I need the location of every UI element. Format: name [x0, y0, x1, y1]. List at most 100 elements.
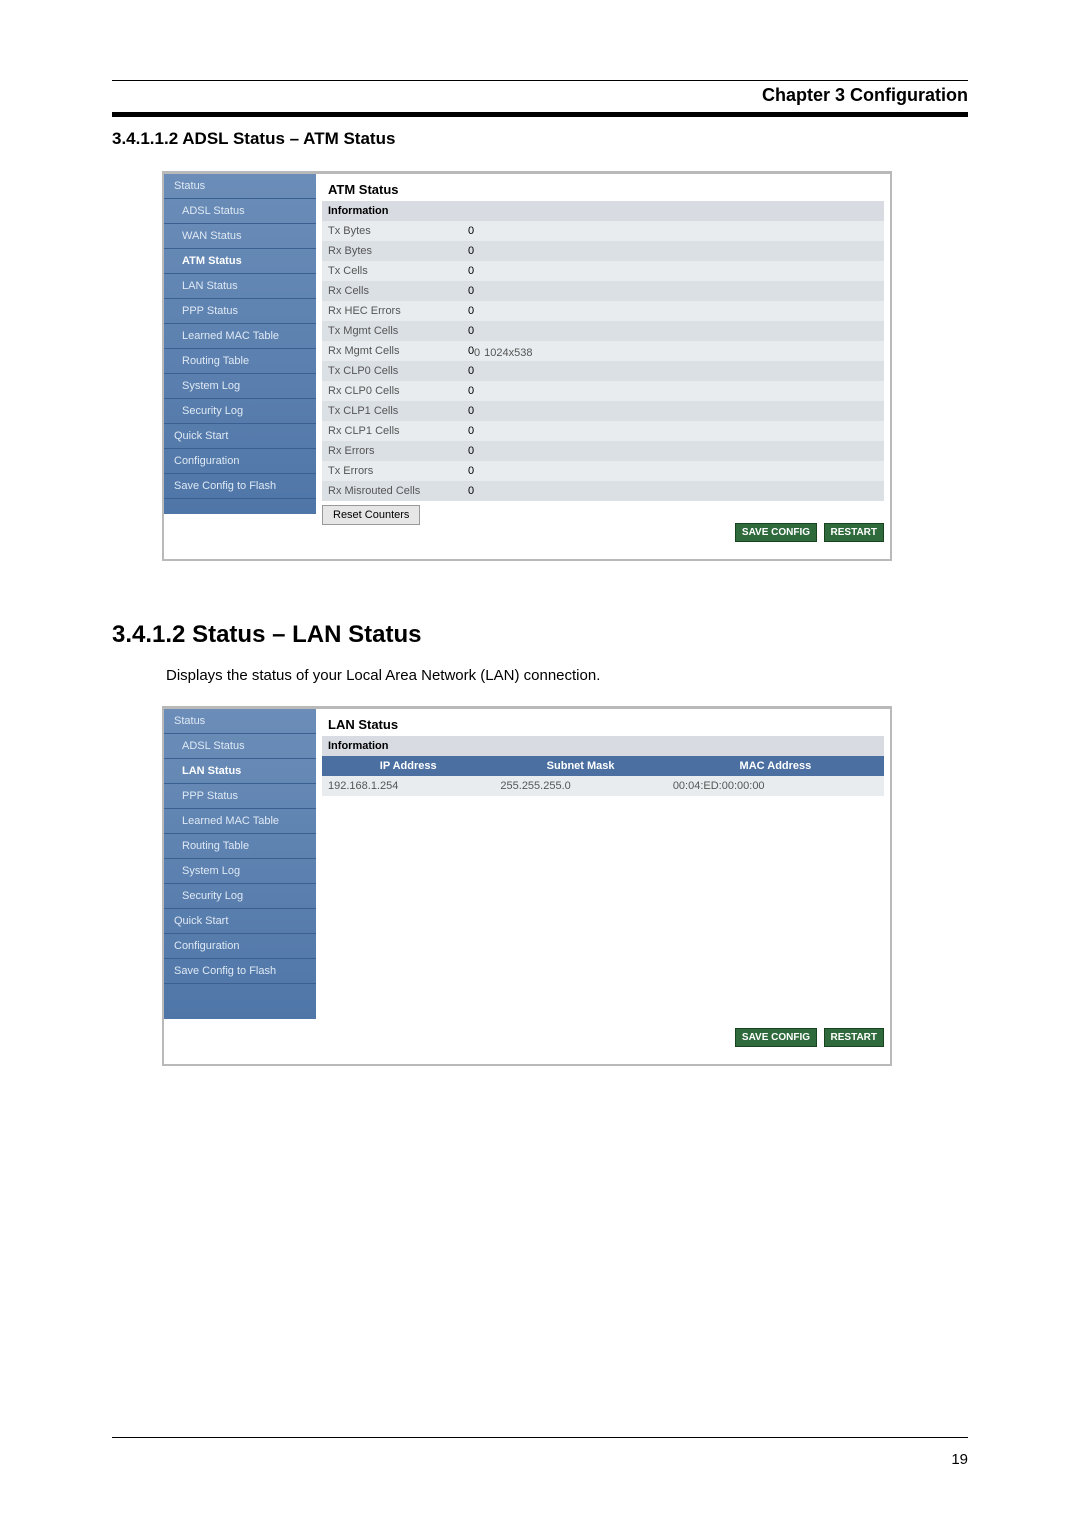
lan-status-panel: Status ADSL Status LAN Status PPP Status…	[162, 706, 892, 1066]
section-title: ADSL Status – ATM Status	[182, 129, 395, 148]
restart-button[interactable]: RESTART	[824, 1028, 884, 1047]
nav-configuration[interactable]: Configuration	[164, 934, 316, 959]
stat-label: Rx Bytes	[322, 241, 462, 261]
stat-value: 0	[462, 401, 884, 421]
nav-security-log[interactable]: Security Log	[164, 399, 316, 424]
nav-ppp-status[interactable]: PPP Status	[164, 784, 316, 809]
col-ip: IP Address	[322, 756, 494, 776]
stat-label: Tx Bytes	[322, 221, 462, 241]
stat-label: Rx Cells	[322, 281, 462, 301]
nav-quick-start[interactable]: Quick Start	[164, 909, 316, 934]
page-number: 19	[951, 1451, 968, 1468]
reset-counters-button[interactable]: Reset Counters	[322, 505, 420, 525]
sidebar: Status ADSL Status WAN Status ATM Status…	[164, 174, 316, 514]
stat-value: 0	[462, 241, 884, 261]
lan-description: Displays the status of your Local Area N…	[166, 667, 968, 684]
table-row: Rx Cells0	[322, 281, 884, 301]
nav-learned-mac[interactable]: Learned MAC Table	[164, 809, 316, 834]
section-number: 3.4.1.1.2	[112, 129, 178, 148]
stat-label: Tx CLP1 Cells	[322, 401, 462, 421]
nav-quick-start[interactable]: Quick Start	[164, 424, 316, 449]
cell-mac: 00:04:ED:00:00:00	[667, 776, 884, 796]
stat-value: 0	[462, 301, 884, 321]
nav-adsl-status[interactable]: ADSL Status	[164, 734, 316, 759]
section-number: 3.4.1.2	[112, 621, 185, 648]
stat-value: 0	[462, 221, 884, 241]
stat-value: 0	[462, 261, 884, 281]
stat-label: Tx Errors	[322, 461, 462, 481]
table-row: Tx Bytes0	[322, 221, 884, 241]
table-row: Tx CLP1 Cells0	[322, 401, 884, 421]
lan-table: IP Address Subnet Mask MAC Address 192.1…	[322, 756, 884, 796]
nav-routing-table[interactable]: Routing Table	[164, 834, 316, 859]
stat-value: 0	[462, 461, 884, 481]
lan-content: LAN Status Information IP Address Subnet…	[316, 709, 890, 1019]
table-row: Rx Bytes0	[322, 241, 884, 261]
table-row: Rx Misrouted Cells0	[322, 481, 884, 501]
stat-value: 0	[462, 321, 884, 341]
footer-rule	[112, 1437, 968, 1438]
sidebar: Status ADSL Status LAN Status PPP Status…	[164, 709, 316, 1019]
stat-value: 0	[462, 441, 884, 461]
stat-label: Rx CLP0 Cells	[322, 381, 462, 401]
stat-label: Rx Mgmt Cells	[322, 341, 462, 361]
table-row: Rx CLP1 Cells0	[322, 421, 884, 441]
nav-routing-table[interactable]: Routing Table	[164, 349, 316, 374]
table-row: Rx Mgmt Cells0	[322, 341, 884, 361]
atm-status-panel: Status ADSL Status WAN Status ATM Status…	[162, 171, 892, 561]
nav-save-config-flash[interactable]: Save Config to Flash	[164, 959, 316, 984]
nav-security-log[interactable]: Security Log	[164, 884, 316, 909]
chapter-header: Chapter 3 Configuration	[112, 80, 968, 117]
nav-status[interactable]: Status	[164, 709, 316, 734]
nav-lan-status[interactable]: LAN Status	[164, 759, 316, 784]
overlay-dimensions: 01024x538	[474, 347, 532, 359]
lan-title: LAN Status	[322, 713, 884, 736]
section-heading-atm: 3.4.1.1.2 ADSL Status – ATM Status	[112, 129, 968, 149]
table-row: Tx Mgmt Cells0	[322, 321, 884, 341]
nav-ppp-status[interactable]: PPP Status	[164, 299, 316, 324]
cell-ip: 192.168.1.254	[322, 776, 494, 796]
stat-value: 0	[462, 381, 884, 401]
table-row: Tx Errors0	[322, 461, 884, 481]
atm-content: ATM Status Information Tx Bytes0Rx Bytes…	[316, 174, 890, 514]
panel-footer: SAVE CONFIG RESTART	[164, 1019, 890, 1053]
stat-label: Rx Misrouted Cells	[322, 481, 462, 501]
nav-save-config-flash[interactable]: Save Config to Flash	[164, 474, 316, 499]
atm-title: ATM Status	[322, 178, 884, 201]
nav-atm-status[interactable]: ATM Status	[164, 249, 316, 274]
stat-value: 0	[462, 481, 884, 501]
section-title: Status – LAN Status	[192, 621, 421, 648]
stat-label: Rx CLP1 Cells	[322, 421, 462, 441]
table-row: Rx Errors0	[322, 441, 884, 461]
lan-subtitle: Information	[322, 736, 884, 756]
stat-value: 0	[462, 361, 884, 381]
nav-wan-status[interactable]: WAN Status	[164, 224, 316, 249]
nav-lan-status[interactable]: LAN Status	[164, 274, 316, 299]
lan-table-header: IP Address Subnet Mask MAC Address	[322, 756, 884, 776]
stat-label: Tx CLP0 Cells	[322, 361, 462, 381]
restart-button[interactable]: RESTART	[824, 523, 884, 542]
nav-status[interactable]: Status	[164, 174, 316, 199]
nav-system-log[interactable]: System Log	[164, 374, 316, 399]
table-row: Rx CLP0 Cells0	[322, 381, 884, 401]
stat-value: 0	[462, 281, 884, 301]
nav-system-log[interactable]: System Log	[164, 859, 316, 884]
col-subnet: Subnet Mask	[494, 756, 666, 776]
nav-adsl-status[interactable]: ADSL Status	[164, 199, 316, 224]
nav-configuration[interactable]: Configuration	[164, 449, 316, 474]
stat-label: Tx Mgmt Cells	[322, 321, 462, 341]
chapter-title: Chapter 3 Configuration	[112, 85, 968, 106]
save-config-button[interactable]: SAVE CONFIG	[735, 523, 817, 542]
nav-learned-mac[interactable]: Learned MAC Table	[164, 324, 316, 349]
table-row: Tx CLP0 Cells0	[322, 361, 884, 381]
stat-label: Rx HEC Errors	[322, 301, 462, 321]
save-config-button[interactable]: SAVE CONFIG	[735, 1028, 817, 1047]
section-heading-lan: 3.4.1.2 Status – LAN Status	[112, 621, 968, 649]
atm-subtitle: Information	[322, 201, 884, 221]
table-row: Rx HEC Errors0	[322, 301, 884, 321]
stat-value: 0	[462, 421, 884, 441]
stat-label: Tx Cells	[322, 261, 462, 281]
stat-label: Rx Errors	[322, 441, 462, 461]
cell-subnet: 255.255.255.0	[494, 776, 666, 796]
atm-table: Tx Bytes0Rx Bytes0Tx Cells0Rx Cells0Rx H…	[322, 221, 884, 501]
